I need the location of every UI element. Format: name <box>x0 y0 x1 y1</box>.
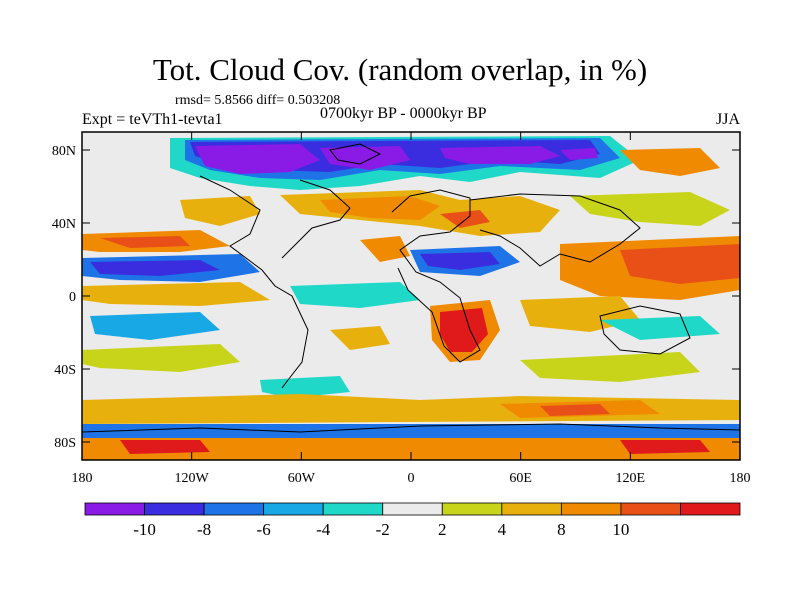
positive-anomaly-region <box>320 196 440 220</box>
colorbar-swatch <box>560 502 622 516</box>
experiment-label: Expt = teVTh1-tevta1 <box>82 111 223 128</box>
season-label: JJA <box>716 111 741 128</box>
colorbar-label: -8 <box>197 520 211 539</box>
positive-anomaly-region <box>570 192 730 226</box>
antarctic-negative-region <box>82 438 740 460</box>
coastline <box>391 189 481 363</box>
colorbar-swatch <box>263 502 324 516</box>
lat-tick-label: 40S <box>54 363 76 378</box>
antarctic-positive-region <box>82 394 740 424</box>
colorbar-swatch <box>620 502 681 516</box>
tropical-positive-region <box>360 236 410 262</box>
coastline <box>82 423 740 433</box>
colorbar-label: 4 <box>498 520 507 539</box>
coastline <box>281 179 351 259</box>
coastline <box>599 305 691 355</box>
colorbar-label: -6 <box>257 520 271 539</box>
lon-tick-label: 180 <box>72 471 93 486</box>
longitude-axis: 180 120W 60W 0 60E 120E 180 <box>72 132 751 486</box>
colorbar-label: 8 <box>557 520 566 539</box>
arctic-anomaly-region <box>195 144 320 174</box>
period-label: 0700kyr BP - 0000kyr BP <box>320 105 487 122</box>
lon-tick-label: 120E <box>616 471 646 486</box>
plot-title: Tot. Cloud Cov. (random overlap, in %) <box>152 52 648 87</box>
positive-anomaly-region <box>620 148 720 176</box>
lon-tick-label: 180 <box>730 471 751 486</box>
antarctic-negative-region <box>620 440 710 454</box>
colorbar-label: -10 <box>133 520 156 539</box>
colorbar-label: 10 <box>612 520 629 539</box>
positive-anomaly-region <box>180 196 260 226</box>
tropical-negative-region <box>290 282 420 308</box>
antarctic-negative-region <box>120 440 210 454</box>
colorbar-swatch <box>680 502 741 516</box>
antarctic-positive-region <box>540 404 610 416</box>
tropical-negative-region <box>420 252 500 270</box>
southern-negative-region <box>260 376 350 398</box>
antarctic-negative-region <box>82 424 740 438</box>
southern-positive-region <box>330 326 390 350</box>
arctic-anomaly-region <box>440 146 560 164</box>
southern-negative-region <box>600 316 720 340</box>
lat-tick-label: 0 <box>69 290 76 305</box>
colorbar-label: -2 <box>376 520 390 539</box>
positive-anomaly-region <box>440 210 490 228</box>
stats-label: rmsd= 5.8566 diff= 0.503208 <box>175 93 341 108</box>
southern-positive-region <box>82 344 240 372</box>
lat-tick-label: 80S <box>54 436 76 451</box>
arctic-anomaly-region <box>320 146 410 170</box>
tropical-positive-region <box>100 236 190 248</box>
lon-tick-label: 60W <box>288 471 316 486</box>
coastline <box>329 143 382 165</box>
tropical-positive-region <box>82 282 270 306</box>
tropical-positive-region <box>620 244 740 284</box>
lon-tick-label: 120W <box>175 471 210 486</box>
tropical-negative-region <box>90 260 220 276</box>
coastlines <box>82 143 740 433</box>
southern-positive-region <box>520 352 700 382</box>
cloud-anomaly-field <box>82 132 740 460</box>
colorbar-swatch <box>441 502 503 516</box>
colorbar-swatch <box>382 502 443 516</box>
colorbar: -10 -8 -6 -4 -2 2 4 8 10 <box>84 502 741 539</box>
arctic-anomaly-region <box>560 148 598 160</box>
colorbar-swatch <box>203 502 265 516</box>
coastline <box>469 193 641 267</box>
colorbar-label: -4 <box>316 520 331 539</box>
lon-tick-label: 0 <box>408 471 415 486</box>
lat-tick-label: 40N <box>52 217 76 232</box>
latitude-axis: 80N 40N 0 40S 80S <box>52 144 740 451</box>
coastline <box>199 175 309 389</box>
tropical-negative-region <box>90 312 220 340</box>
colorbar-swatch <box>501 502 562 516</box>
colorbar-swatch <box>144 502 205 516</box>
lon-tick-label: 60E <box>509 471 532 486</box>
lat-tick-label: 80N <box>52 144 76 159</box>
colorbar-label: 2 <box>438 520 447 539</box>
colorbar-swatch <box>322 502 384 516</box>
colorbar-swatch <box>84 502 145 516</box>
